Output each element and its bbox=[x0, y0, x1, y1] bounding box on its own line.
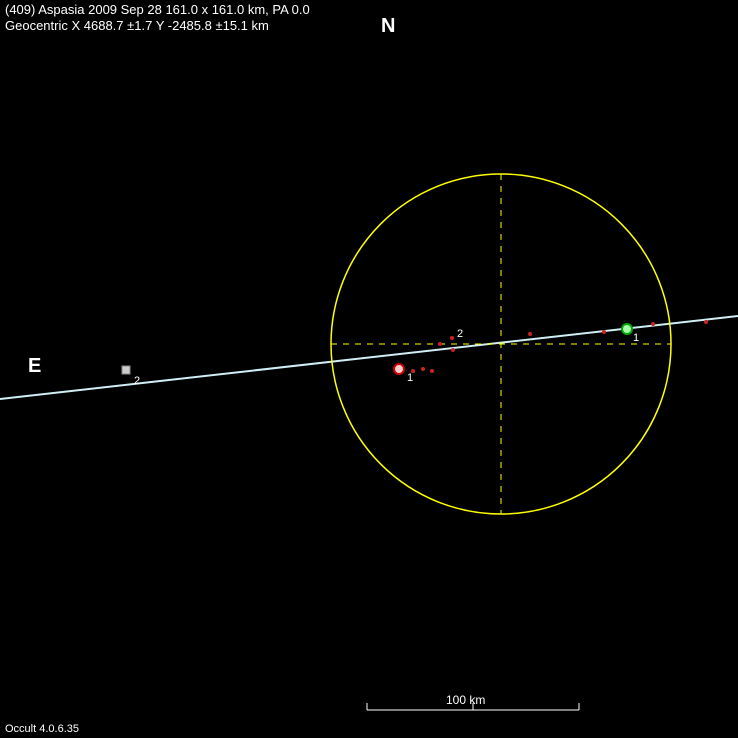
occultation-plot: 1 1 2 2 100 km (409) Aspasia 2009 Sep 28 1… bbox=[0, 0, 738, 738]
marker-green-1 bbox=[622, 324, 632, 334]
version-label: Occult 4.0.6.35 bbox=[5, 723, 79, 735]
marker-gray-2 bbox=[122, 366, 130, 374]
marker-label-red-1: 1 bbox=[407, 372, 413, 384]
scalebar-label: 100 km bbox=[446, 693, 485, 707]
marker-red-1 bbox=[394, 364, 404, 374]
marker-label-gray-2: 2 bbox=[134, 375, 140, 387]
chord-label-2: 2 bbox=[457, 328, 463, 340]
compass-east: E bbox=[28, 355, 41, 377]
compass-north: N bbox=[381, 15, 395, 37]
background bbox=[0, 0, 738, 738]
marker-label-green-1: 1 bbox=[633, 332, 639, 344]
title-line-1: (409) Aspasia 2009 Sep 28 161.0 x 161.0 … bbox=[5, 2, 310, 17]
title-line-2: Geocentric X 4688.7 ±1.7 Y -2485.8 ±15.1… bbox=[5, 18, 269, 33]
